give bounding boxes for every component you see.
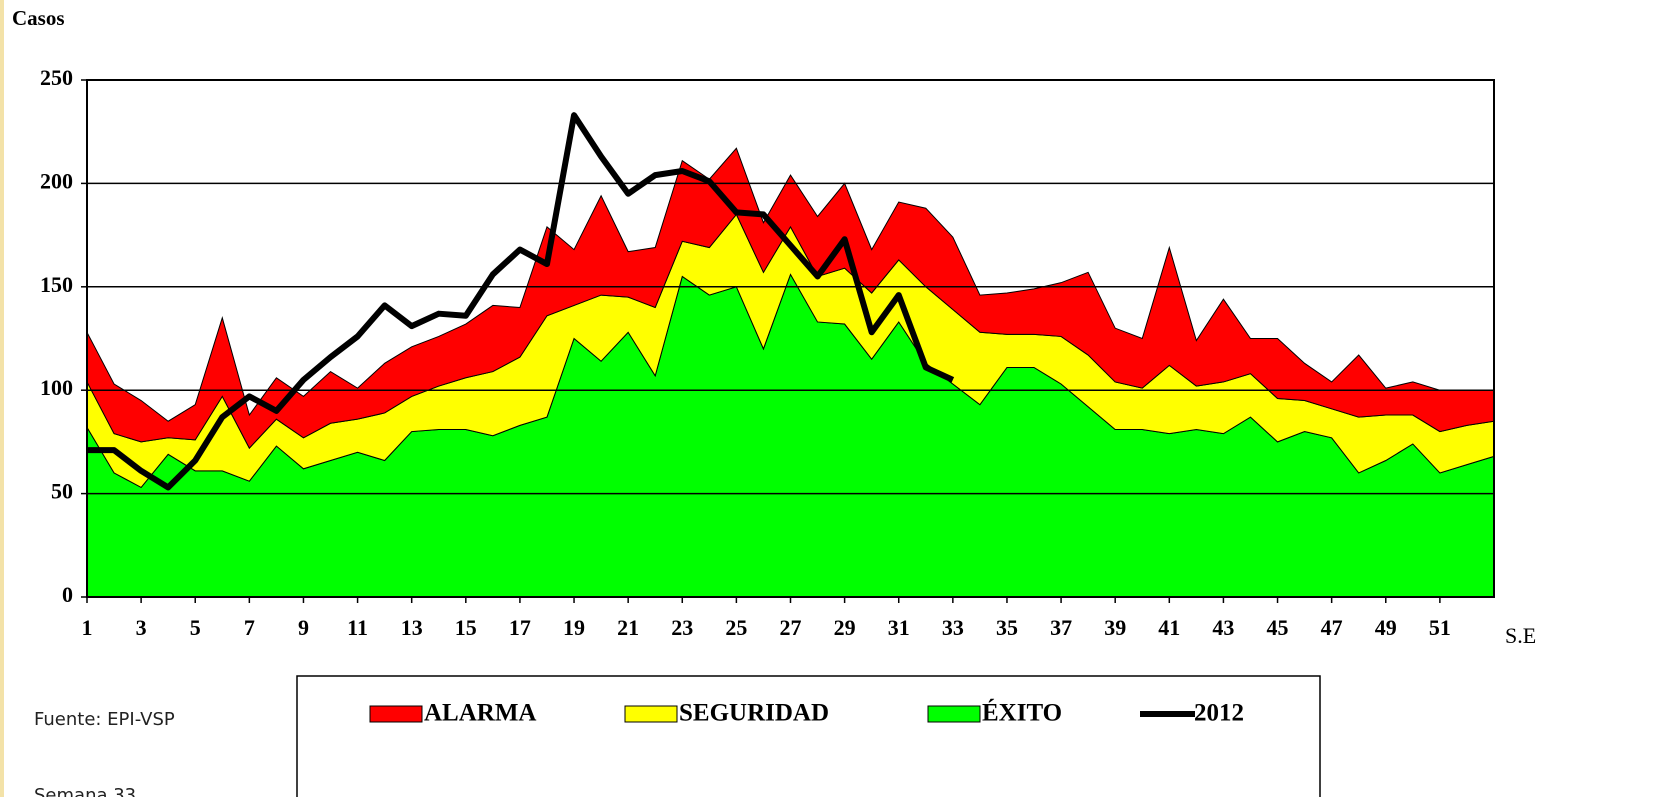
x-tick-label: 1 [82, 615, 93, 640]
y-tick-label: 0 [62, 582, 73, 607]
x-tick-label: 13 [401, 615, 423, 640]
week-note: Semana 33 [34, 785, 136, 797]
plot-border [86, 79, 1495, 598]
y-tick-label: 150 [40, 272, 73, 297]
x-tick-label: 27 [780, 615, 802, 640]
legend-label: SEGURIDAD [679, 700, 829, 727]
x-tick-label: 17 [509, 615, 531, 640]
x-tick-label: 43 [1212, 615, 1234, 640]
legend-label: 2012 [1194, 700, 1244, 727]
line-2012 [87, 112, 955, 491]
x-tick-label: 33 [942, 615, 964, 640]
x-tick-label: 25 [725, 615, 747, 640]
x-tick-label: 39 [1104, 615, 1126, 640]
x-tick-label: 7 [244, 615, 255, 640]
legend-label: ÉXITO [982, 699, 1062, 727]
x-axis-label: S.E [1505, 623, 1536, 648]
x-tick-label: 9 [298, 615, 309, 640]
x-tick-label: 49 [1375, 615, 1397, 640]
x-tick-label: 3 [136, 615, 147, 640]
legend: ALARMA SEGURIDAD ÉXITO 2012 [369, 699, 1244, 727]
source-note: Fuente: EPI-VSP [34, 709, 175, 730]
y-axis-label: Casos [12, 6, 65, 30]
x-tick-label: 31 [888, 615, 910, 640]
x-tick-label: 5 [190, 615, 201, 640]
x-tick-label: 35 [996, 615, 1018, 640]
x-tick-label: 19 [563, 615, 585, 640]
x-tick-label: 29 [834, 615, 856, 640]
legend-swatch [624, 705, 678, 723]
x-tick-label: 11 [347, 615, 368, 640]
x-tick-label: 47 [1321, 615, 1343, 640]
legend-swatch [927, 705, 981, 723]
x-tick-label: 15 [455, 615, 477, 640]
x-tick-label: 45 [1267, 615, 1289, 640]
legend-box [296, 675, 1321, 797]
y-tick-label: 50 [51, 479, 73, 504]
y-tick-label: 200 [40, 168, 73, 193]
x-tick-label: 21 [617, 615, 639, 640]
x-tick-label: 41 [1158, 615, 1180, 640]
x-tick-label: 37 [1050, 615, 1072, 640]
x-tick-label: 23 [671, 615, 693, 640]
x-tick-label: 51 [1429, 615, 1451, 640]
left-strip [0, 0, 4, 797]
y-tick-label: 250 [40, 65, 73, 90]
y-tick-label: 100 [40, 375, 73, 400]
legend-label: ALARMA [424, 700, 537, 727]
legend-swatch [369, 705, 423, 723]
